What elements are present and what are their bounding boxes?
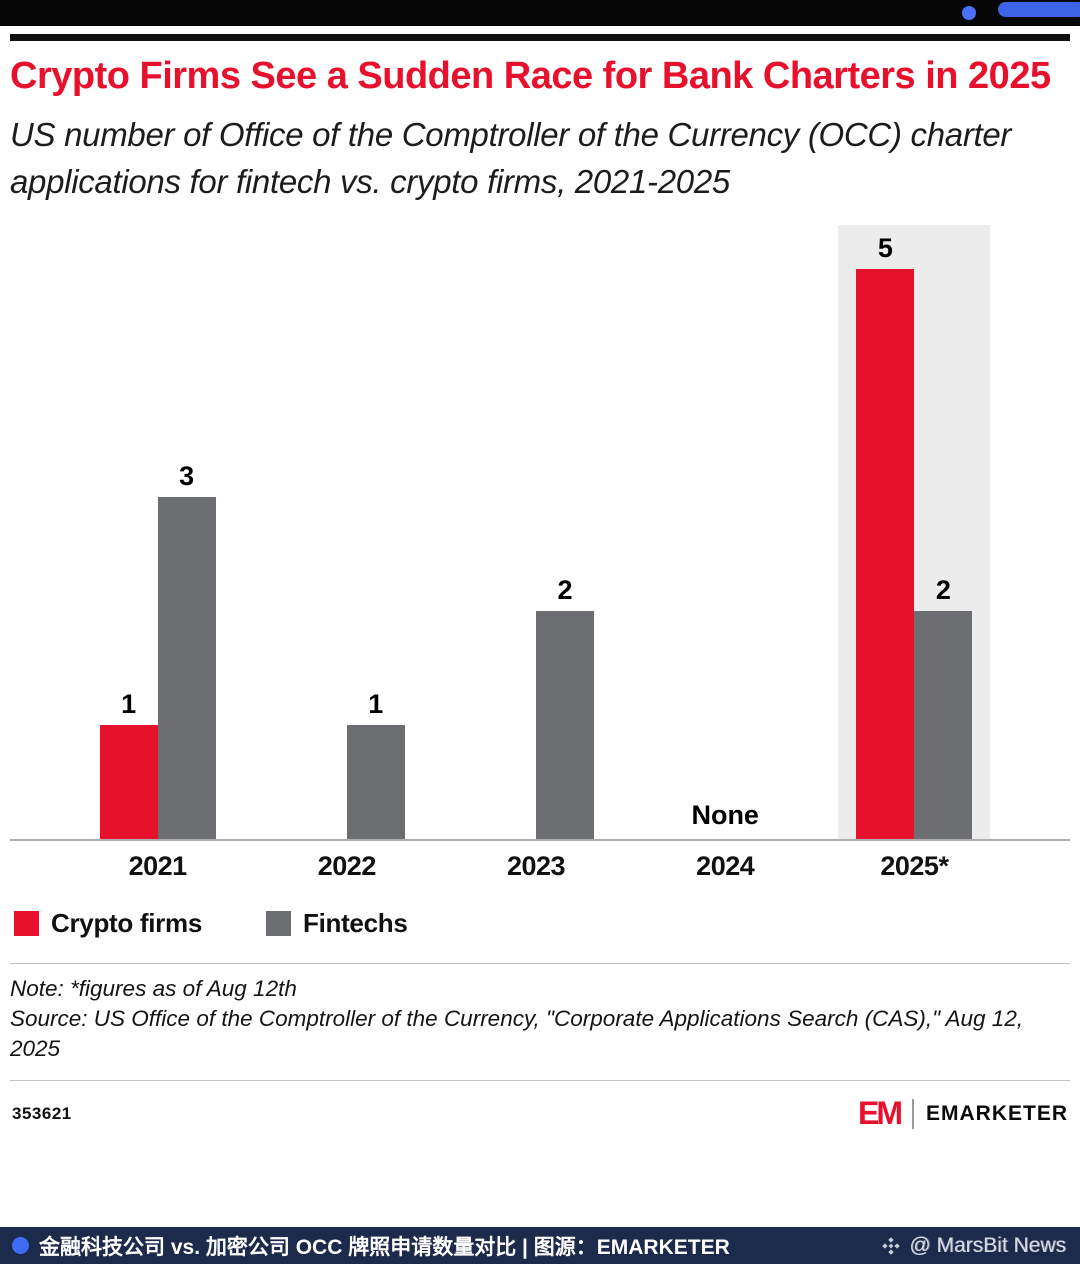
legend-item-crypto-firms: Crypto firms: [14, 908, 202, 939]
page-title: Crypto Firms See a Sudden Race for Bank …: [10, 55, 1051, 97]
diamond-logo-icon: [881, 1236, 901, 1256]
bar-fintechs-2023: [536, 611, 594, 840]
header-rule: [10, 34, 1070, 41]
legend-swatch-crypto-firms: [14, 911, 39, 937]
bar-slots: 2: [478, 575, 594, 840]
bar-crypto-firms-2025: [856, 269, 915, 840]
bar-slots: None: [691, 800, 759, 839]
bar-slot-fintechs: 1: [346, 689, 405, 840]
x-axis-line: [10, 839, 1070, 842]
emarketer-wordmark: EMARKETER: [925, 1101, 1068, 1125]
bar-fintechs-2022: [346, 725, 405, 840]
x-axis: 2021 2022 2023 2024 2025*: [63, 841, 1009, 882]
legend-label-crypto-firms: Crypto firms: [51, 908, 202, 939]
chart-area: 1 3 1 2 None 5 2 2021 2022 2023 2024 2025*: [10, 225, 1070, 882]
source-text: Source: US Office of the Comptroller of …: [10, 1006, 1024, 1062]
bar-group-2024: None: [631, 225, 820, 839]
infographic-page: Crypto Firms See a Sudden Race for Bank …: [0, 26, 1080, 1227]
bar-fintechs-2025: [914, 611, 973, 840]
watermark-group: @ MarsBit News: [881, 1234, 1066, 1258]
bar-slot-crypto-firms: 1: [99, 689, 158, 840]
x-axis-label-2021: 2021: [128, 851, 188, 882]
bar-slot-crypto-firms: 5: [856, 233, 915, 840]
bar-slot-fintechs: 3: [157, 461, 216, 840]
bar-slot-fintechs: 2: [536, 575, 594, 840]
bar-group-2023: 2: [441, 225, 630, 840]
notes-section: Note: *figures as of Aug 12th Source: US…: [10, 963, 1070, 1064]
note-text: Note: *figures as of Aug 12th: [10, 976, 297, 1002]
x-axis-label-2022: 2022: [317, 851, 377, 882]
emarketer-logo-mark: EM: [857, 1095, 903, 1132]
bar-value-label: 3: [179, 461, 195, 492]
bar-value-label: 1: [368, 689, 384, 720]
x-axis-label-2025: 2025*: [880, 851, 949, 882]
bar-value-label: 2: [935, 575, 951, 606]
legend-label-fintechs: Fintechs: [302, 908, 408, 939]
bullet-dot-icon: [12, 1237, 29, 1254]
top-system-bar: [0, 0, 1080, 26]
chart-subtitle: US number of Office of the Comptroller o…: [10, 115, 1012, 201]
bar-fintechs-2021: [157, 497, 216, 840]
legend: Crypto firms Fintechs: [14, 908, 1070, 939]
legend-item-fintechs: Fintechs: [265, 908, 408, 939]
bar-slot-fintechs: 2: [914, 575, 973, 840]
bottom-caption-bar: 金融科技公司 vs. 加密公司 OCC 牌照申请数量对比 | 图源：EMARKE…: [0, 1227, 1080, 1264]
bar-crypto-firms-2021: [99, 725, 158, 840]
footer-row: 353621 EM EMARKETER: [10, 1080, 1070, 1142]
emarketer-logo: EM EMARKETER: [858, 1095, 1068, 1132]
x-axis-label-2024: 2024: [696, 851, 755, 882]
bar-value-label: 1: [121, 689, 137, 720]
x-axis-label-2023: 2023: [506, 851, 566, 882]
none-label: None: [691, 800, 759, 831]
legend-swatch-fintechs: [265, 911, 291, 937]
watermark-text: @ MarsBit News: [909, 1233, 1066, 1257]
chart-id: 353621: [12, 1103, 72, 1123]
caption-group: 金融科技公司 vs. 加密公司 OCC 牌照申请数量对比 | 图源：EMARKE…: [12, 1231, 730, 1261]
chart-plot: 1 3 1 2 None 5 2: [63, 225, 1009, 840]
logo-divider: [911, 1098, 914, 1129]
bar-slots: 1: [289, 689, 405, 840]
caption-text: 金融科技公司 vs. 加密公司 OCC 牌照申请数量对比 | 图源：EMARKE…: [39, 1235, 730, 1259]
bar-value-label: 5: [877, 233, 893, 264]
bar-group-2022: 1: [252, 225, 441, 840]
bar-value-label: 2: [557, 575, 573, 606]
status-dot-icon: [962, 6, 976, 20]
scrollbar-thumb[interactable]: [998, 2, 1080, 17]
